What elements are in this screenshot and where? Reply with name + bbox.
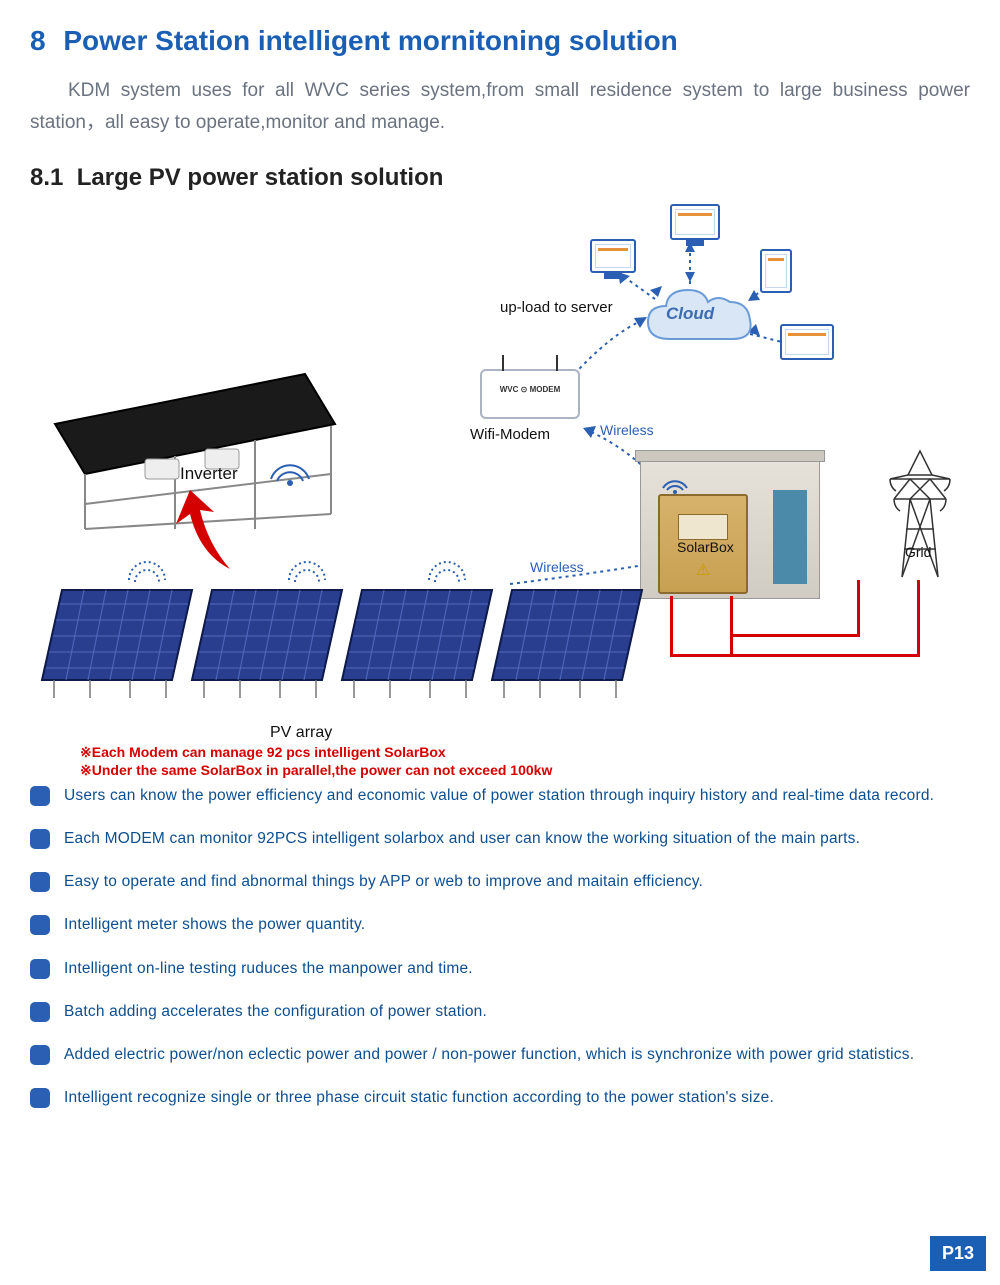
subheading-number: 8.1 [30,164,63,191]
power-line [917,580,920,657]
bullet-icon [30,786,50,806]
modem-brand: WVC ⊙ MODEM [482,385,578,394]
feature-text: Batch adding accelerates the configurati… [64,1000,487,1023]
section-heading: 8 Power Station intelligent mornitoning … [30,25,970,57]
grid-label: Grid [905,544,931,560]
feature-item: Easy to operate and find abnormal things… [30,860,970,903]
intro-paragraph: KDM system uses for all WVC series syste… [30,75,970,140]
feature-item: Users can know the power efficiency and … [30,774,970,817]
wifi-signal-icon [425,554,469,586]
subsection-heading: 8.1 Large PV power station solution [30,164,970,192]
feature-item: Added electric power/non eclectic power … [30,1033,970,1076]
wifi-modem-icon: WVC ⊙ MODEM [480,369,580,419]
feature-text: Each MODEM can monitor 92PCS intelligent… [64,827,860,850]
tablet-icon [760,249,792,293]
feature-text: Easy to operate and find abnormal things… [64,870,703,893]
bullet-icon [30,959,50,979]
power-line [857,580,860,637]
page-number: P13 [930,1236,986,1271]
laptop-icon [780,324,834,360]
heading-number: 8 [30,25,46,56]
monitor-icon [670,204,720,240]
pv-panel-icon [40,584,195,700]
pv-panel-icon [340,584,495,700]
heading-title: Power Station intelligent mornitoning so… [63,25,677,56]
feature-text: Intelligent on-line testing ruduces the … [64,957,473,980]
feature-list: Users can know the power efficiency and … [30,774,970,1120]
feature-text: Intelligent recognize single or three ph… [64,1086,774,1109]
warning-icon: ⚠ [696,560,710,580]
upload-label: up-load to server [500,299,613,316]
bullet-icon [30,915,50,935]
wireless-label: Wireless [600,422,654,438]
feature-item: Intelligent on-line testing ruduces the … [30,947,970,990]
up-arrow-icon [170,484,260,574]
bullet-icon [30,1002,50,1022]
system-diagram: Cloud up-load to server WVC ⊙ MODEM Wifi… [30,204,970,764]
bullet-icon [30,1045,50,1065]
power-line [730,596,733,656]
power-line [730,634,860,637]
feature-item: Batch adding accelerates the configurati… [30,990,970,1033]
diagram-note: ※Under the same SolarBox in parallel,the… [80,762,552,779]
pv-panel-icon [190,584,345,700]
power-line [670,596,673,656]
solarbox-label: SolarBox [677,539,734,555]
feature-text: Intelligent meter shows the power quanti… [64,913,365,936]
feature-item: Intelligent recognize single or three ph… [30,1076,970,1119]
feature-text: Added electric power/non eclectic power … [64,1043,914,1066]
bullet-icon [30,1088,50,1108]
wifi-signal-icon [285,554,329,586]
feature-item: Each MODEM can monitor 92PCS intelligent… [30,817,970,860]
pv-array-label: PV array [270,724,332,742]
cloud-label: Cloud [666,304,714,324]
modem-label: Wifi-Modem [470,426,550,443]
wifi-signal-icon [265,449,315,489]
feature-text: Users can know the power efficiency and … [64,784,934,807]
wifi-signal-icon [125,554,169,586]
diagram-note: ※Each Modem can manage 92 pcs intelligen… [80,744,446,761]
bullet-icon [30,872,50,892]
subheading-title: Large PV power station solution [77,164,444,191]
monitor-icon [590,239,636,273]
wifi-signal-icon [655,464,695,494]
pv-panel-icon [490,584,645,700]
power-line [670,654,920,657]
wireless-label: Wireless [530,559,584,575]
feature-item: Intelligent meter shows the power quanti… [30,903,970,946]
bullet-icon [30,829,50,849]
inverter-label: Inverter [180,464,238,484]
